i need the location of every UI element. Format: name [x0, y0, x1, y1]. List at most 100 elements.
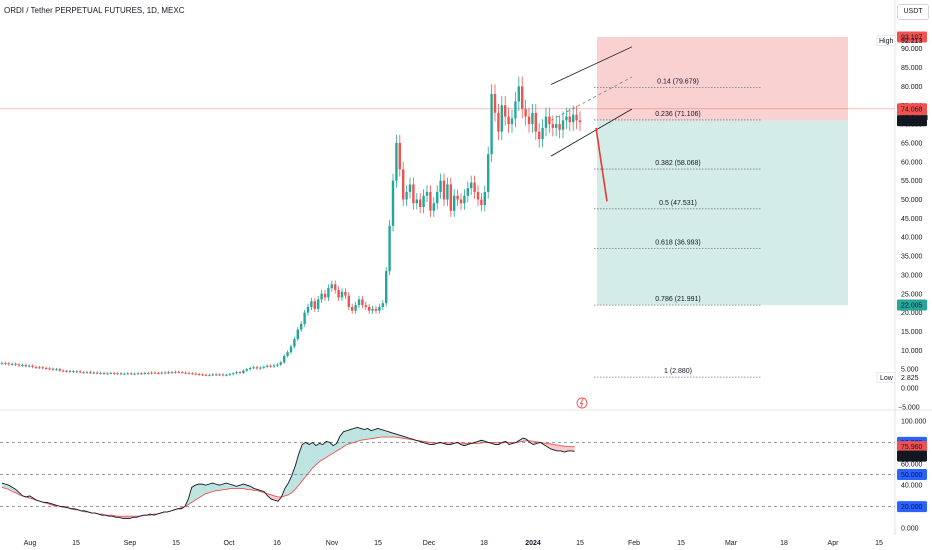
osc-50-label: 50.000: [901, 472, 923, 479]
candle-body: [28, 365, 31, 367]
candle: [92, 371, 95, 375]
candle-body: [167, 372, 170, 374]
candle-body: [507, 116, 510, 125]
candle: [75, 370, 78, 374]
candle: [99, 371, 102, 375]
candle-body: [470, 182, 473, 189]
candle: [242, 369, 245, 375]
price-axis-tick: 80.000: [901, 84, 923, 91]
candle-body: [385, 271, 388, 304]
candle-body: [327, 288, 330, 298]
candle: [279, 360, 282, 367]
candle-body: [89, 372, 92, 374]
candle-body: [351, 306, 354, 311]
candle: [524, 99, 527, 126]
candle-body: [330, 284, 333, 289]
osc-signal-value-bg: [897, 441, 927, 453]
osc-signal-value: 75.960: [901, 444, 923, 451]
candle-body: [201, 374, 204, 376]
candle: [402, 162, 405, 206]
price-axis-tick: 85.000: [901, 65, 923, 72]
osc-fill-segment: [547, 443, 551, 449]
time-axis-tick: 2024: [525, 540, 541, 547]
candle-body: [24, 365, 27, 367]
osc-fill-segment: [326, 441, 330, 458]
candle: [82, 370, 85, 374]
candle-body: [174, 371, 177, 373]
candle: [330, 280, 333, 292]
candle: [480, 193, 483, 212]
osc-fill-segment: [291, 465, 296, 493]
candle-body: [126, 373, 129, 375]
candle: [38, 365, 41, 370]
candle-body: [493, 93, 497, 113]
candle-body: [96, 372, 99, 374]
candle-body: [262, 366, 265, 368]
candle: [351, 303, 354, 314]
candle-body: [198, 374, 201, 376]
candle: [215, 373, 218, 376]
candle: [7, 362, 10, 366]
candle-body: [293, 338, 296, 347]
osc-fill-segment: [557, 445, 561, 451]
candle-body: [344, 291, 347, 296]
entry-price-label-bg: [897, 115, 927, 127]
candle-body: [249, 368, 252, 370]
candle-body: [310, 301, 313, 307]
candle: [4, 361, 7, 365]
osc-fill-segment: [564, 446, 568, 453]
candle-body: [480, 199, 483, 206]
candle: [113, 371, 116, 375]
candle-body: [317, 299, 320, 309]
candle-body: [361, 299, 364, 306]
fib-level-label: 0.786 (21.991): [655, 296, 701, 303]
candle-body: [391, 180, 395, 226]
high-tag-bg: [876, 35, 896, 46]
candle: [436, 185, 439, 210]
candle-body: [272, 365, 276, 367]
osc-fill-segment: [336, 435, 341, 451]
candle: [130, 372, 133, 376]
candle-body: [252, 367, 255, 369]
candle-body: [106, 373, 109, 375]
osc-fill-segment: [340, 431, 344, 449]
osc-fill-segment: [2, 483, 6, 489]
candle: [133, 372, 136, 376]
osc-fill-segment: [205, 484, 209, 494]
symbol-title: ORDI / Tether PERPETUAL FUTURES, 1D, MEX…: [4, 6, 185, 15]
candle-body: [215, 374, 218, 376]
candle: [473, 175, 476, 199]
candle-body: [364, 305, 367, 307]
position-reward-zone: [597, 120, 848, 306]
candle-body: [14, 363, 17, 365]
candle: [211, 373, 214, 376]
currency-button[interactable]: USDT: [897, 4, 929, 20]
candle-body: [41, 367, 44, 369]
candle: [412, 177, 415, 210]
candle: [555, 115, 558, 137]
candle-body: [497, 112, 500, 132]
price-axis-tick: 20.000: [901, 310, 923, 317]
candle: [357, 295, 361, 309]
candle: [405, 185, 408, 206]
candle: [558, 115, 561, 139]
candle-body: [269, 365, 272, 367]
candle: [106, 372, 109, 375]
candle: [14, 362, 17, 367]
osc-fill-segment: [322, 441, 327, 460]
candle: [354, 301, 357, 314]
candle: [79, 370, 82, 374]
candle-body: [306, 306, 310, 313]
time-axis-tick: Aug: [24, 540, 37, 547]
candle: [422, 189, 425, 214]
fib-level-label: 0.236 (71.106): [655, 111, 701, 118]
candle: [218, 373, 221, 376]
candle: [388, 220, 391, 276]
candle-body: [500, 105, 503, 132]
osc-fill-segment: [271, 494, 275, 501]
price-axis-tick: 50.000: [901, 197, 923, 204]
candle: [500, 96, 503, 141]
candle-body: [551, 124, 554, 128]
candle-body: [334, 284, 337, 290]
